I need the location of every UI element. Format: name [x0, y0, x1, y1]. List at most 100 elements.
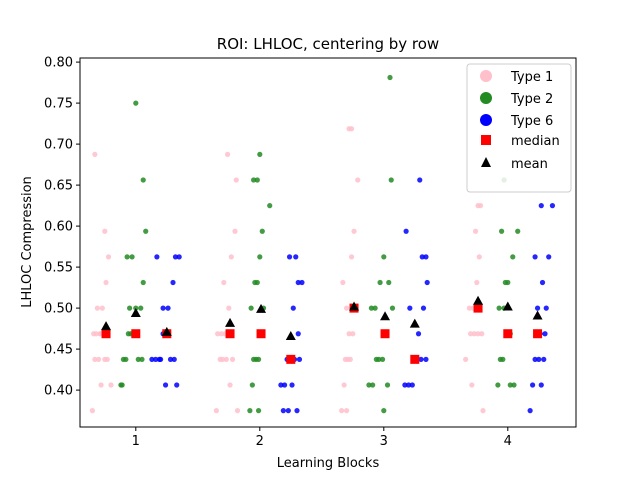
point-type1 [341, 382, 347, 388]
point-type1 [468, 331, 474, 337]
x-axis: 1 2 3 4 [132, 427, 512, 449]
plot-area [89, 74, 556, 414]
point-type6 [527, 408, 533, 414]
point-type2 [138, 305, 144, 311]
point-type2 [500, 356, 506, 362]
point-type2 [255, 408, 262, 414]
y-tick-label: 0.55 [44, 261, 73, 276]
legend-marker-type6 [480, 114, 492, 126]
y-tick-label: 0.45 [44, 343, 73, 358]
point-type6 [296, 356, 303, 362]
point-type6 [423, 356, 429, 362]
point-type6 [418, 356, 424, 362]
x-tick-label: 3 [380, 434, 388, 449]
point-type2 [370, 382, 376, 388]
point-type2 [254, 279, 260, 286]
point-type2 [129, 254, 135, 260]
point-type2 [499, 228, 505, 234]
mean-marker [502, 301, 513, 311]
point-type1 [344, 305, 350, 311]
point-type6 [158, 356, 164, 362]
point-type6 [417, 177, 423, 183]
point-type6 [165, 305, 171, 311]
point-type1 [105, 254, 112, 260]
point-type1 [92, 151, 98, 157]
point-type6 [153, 356, 159, 362]
point-type2 [255, 356, 262, 362]
point-type6 [532, 356, 538, 362]
point-type6 [295, 331, 301, 337]
point-type1 [463, 356, 469, 362]
point-type1 [221, 279, 227, 286]
point-type6 [542, 331, 548, 337]
point-type2 [507, 382, 513, 388]
point-type2 [387, 74, 393, 81]
point-type6 [160, 305, 166, 311]
point-type6 [294, 408, 300, 414]
mean-marker [349, 301, 360, 311]
point-type2 [495, 382, 501, 388]
legend-label-type2: Type 2 [510, 92, 553, 107]
point-type2 [257, 151, 263, 157]
plot-frame [79, 57, 577, 428]
point-type2 [119, 382, 125, 388]
point-type1 [348, 254, 355, 260]
point-type6 [406, 382, 412, 388]
x-axis-label: Learning Blocks [277, 456, 380, 471]
point-type2 [143, 228, 149, 234]
point-type1 [228, 254, 234, 260]
point-type1 [480, 408, 486, 414]
point-type2 [376, 356, 382, 362]
point-type1 [471, 331, 477, 337]
point-type1 [220, 356, 226, 362]
mean-marker [380, 311, 391, 321]
point-type1 [229, 356, 236, 362]
point-type2 [386, 279, 392, 286]
point-type1 [472, 228, 479, 234]
point-type6 [423, 254, 429, 260]
point-type6 [536, 356, 542, 362]
point-type2 [267, 203, 273, 209]
legend-label-type1: Type 1 [510, 70, 553, 85]
median-marker [410, 354, 420, 364]
point-type2 [366, 382, 372, 388]
point-type6 [170, 279, 176, 286]
legend-label-mean: mean [511, 157, 548, 172]
point-type2 [511, 382, 517, 388]
x-tick-label: 4 [504, 434, 512, 449]
legend-marker-type2 [480, 92, 492, 104]
point-type1 [227, 382, 233, 388]
mean-marker [161, 326, 172, 336]
point-type1 [474, 279, 480, 286]
x-tick-label: 1 [132, 434, 140, 449]
y-tick-label: 0.60 [44, 220, 73, 235]
point-type1 [218, 331, 224, 337]
point-type1 [355, 177, 361, 183]
point-type6 [172, 254, 179, 260]
point-type2 [377, 279, 383, 286]
y-tick-label: 0.65 [44, 179, 73, 194]
point-type1 [232, 228, 238, 234]
point-type2 [257, 254, 263, 260]
point-type1 [233, 177, 239, 183]
point-type2 [496, 305, 502, 311]
median-marker [380, 329, 390, 339]
point-type2 [247, 408, 253, 414]
legend-label-type6: Type 6 [510, 114, 553, 129]
point-type6 [532, 254, 538, 260]
point-type6 [282, 382, 288, 388]
point-type2 [127, 305, 133, 311]
median-marker [131, 329, 141, 339]
point-type6 [174, 382, 180, 388]
point-type1 [347, 356, 353, 362]
point-type6 [280, 408, 286, 414]
median-marker [533, 329, 543, 339]
point-type1 [102, 228, 108, 234]
mean-marker [101, 321, 112, 331]
mean-marker [532, 310, 543, 320]
point-type6 [549, 203, 556, 209]
point-type2 [389, 305, 396, 311]
point-type1 [215, 331, 221, 337]
point-type1 [91, 331, 97, 337]
